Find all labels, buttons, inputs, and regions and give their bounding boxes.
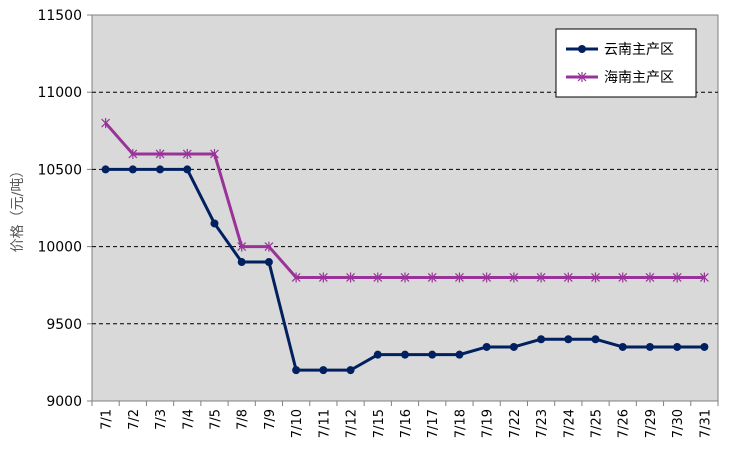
legend-label: 海南主产区 bbox=[604, 70, 674, 86]
x-tick-label: 7/29 bbox=[644, 409, 659, 438]
data-point bbox=[155, 148, 165, 159]
x-tick-label: 7/23 bbox=[535, 409, 550, 438]
data-point bbox=[482, 342, 491, 351]
data-point bbox=[564, 335, 573, 344]
legend-box bbox=[555, 28, 697, 98]
x-axis-ticks: 7/1 7/2 7/3 7/4 7/5 7/8 7/9 7/10 7/11 7/12 7/15 7/1… bbox=[91, 401, 719, 438]
y-tick-label: 9500 bbox=[46, 317, 82, 333]
data-point bbox=[455, 350, 464, 359]
x-tick-label: 7/15 bbox=[372, 409, 387, 438]
data-point bbox=[699, 272, 709, 283]
x-tick-label: 7/9 bbox=[263, 409, 278, 430]
x-tick-label: 7/10 bbox=[290, 409, 305, 438]
data-point bbox=[455, 272, 464, 283]
data-point bbox=[319, 366, 328, 375]
data-point bbox=[237, 258, 246, 267]
data-point bbox=[373, 350, 382, 359]
data-point bbox=[128, 165, 137, 174]
data-point bbox=[210, 219, 219, 228]
data-point bbox=[400, 272, 410, 283]
data-point bbox=[318, 272, 328, 283]
x-tick-label: 7/19 bbox=[481, 409, 496, 438]
data-point bbox=[645, 272, 655, 283]
x-tick-label: 7/3 bbox=[154, 409, 169, 430]
y-tick-label: 11500 bbox=[37, 8, 82, 24]
data-point bbox=[536, 272, 546, 283]
data-point bbox=[509, 272, 519, 283]
data-point bbox=[292, 366, 301, 375]
data-point bbox=[373, 272, 383, 283]
x-tick-label: 7/8 bbox=[236, 409, 251, 430]
x-tick-label: 7/12 bbox=[345, 409, 360, 438]
data-point bbox=[210, 148, 219, 159]
data-point bbox=[346, 272, 355, 283]
x-tick-label: 7/24 bbox=[562, 409, 577, 438]
x-tick-label: 7/16 bbox=[399, 409, 414, 438]
data-point bbox=[237, 241, 247, 252]
y-tick-label: 10500 bbox=[37, 162, 82, 178]
data-point bbox=[673, 342, 682, 351]
data-point bbox=[563, 272, 573, 283]
x-tick-label: 7/25 bbox=[590, 409, 605, 438]
data-point bbox=[591, 335, 600, 344]
y-axis-ticks: 9000 9500 10000 10500 11000 11500 bbox=[37, 8, 92, 410]
data-point bbox=[128, 148, 138, 159]
data-point bbox=[264, 241, 274, 252]
data-point bbox=[183, 165, 192, 174]
data-point bbox=[591, 272, 600, 283]
data-point bbox=[101, 165, 110, 174]
data-point bbox=[156, 165, 165, 174]
y-tick-label: 9000 bbox=[46, 394, 82, 410]
data-point bbox=[401, 350, 409, 359]
y-tick-label: 11000 bbox=[37, 85, 82, 101]
data-point bbox=[346, 366, 355, 375]
legend-label: 云南主产区 bbox=[604, 42, 674, 58]
x-tick-label: 7/2 bbox=[127, 409, 142, 430]
x-tick-label: 7/1 bbox=[100, 409, 115, 430]
series-2 bbox=[101, 118, 709, 283]
data-point bbox=[509, 342, 518, 351]
series-layer bbox=[101, 118, 709, 375]
data-point bbox=[427, 272, 437, 283]
x-tick-label: 7/26 bbox=[617, 409, 632, 438]
data-point bbox=[618, 272, 628, 283]
x-tick-label: 7/11 bbox=[317, 409, 332, 438]
data-point bbox=[428, 350, 437, 359]
x-tick-label: 7/18 bbox=[453, 409, 468, 438]
x-tick-label: 7/30 bbox=[671, 409, 686, 438]
legend-marker bbox=[578, 45, 586, 53]
y-axis-label: 价格（元/吨） bbox=[10, 164, 26, 253]
legend-marker bbox=[577, 72, 587, 82]
data-point bbox=[182, 148, 192, 159]
data-point bbox=[482, 272, 492, 283]
series-1 bbox=[101, 165, 709, 375]
x-tick-label: 7/22 bbox=[508, 409, 523, 438]
data-point bbox=[618, 342, 627, 351]
data-point bbox=[672, 272, 682, 283]
x-tick-label: 7/17 bbox=[426, 409, 441, 438]
data-point bbox=[700, 342, 709, 351]
data-point bbox=[537, 335, 546, 344]
data-point bbox=[264, 258, 273, 267]
x-tick-label: 7/5 bbox=[208, 409, 223, 430]
y-tick-label: 10000 bbox=[37, 240, 82, 256]
data-point bbox=[101, 118, 111, 129]
data-point bbox=[645, 342, 654, 351]
x-tick-label: 7/4 bbox=[181, 409, 196, 430]
data-point bbox=[291, 272, 301, 283]
x-tick-label: 7/31 bbox=[698, 409, 713, 438]
